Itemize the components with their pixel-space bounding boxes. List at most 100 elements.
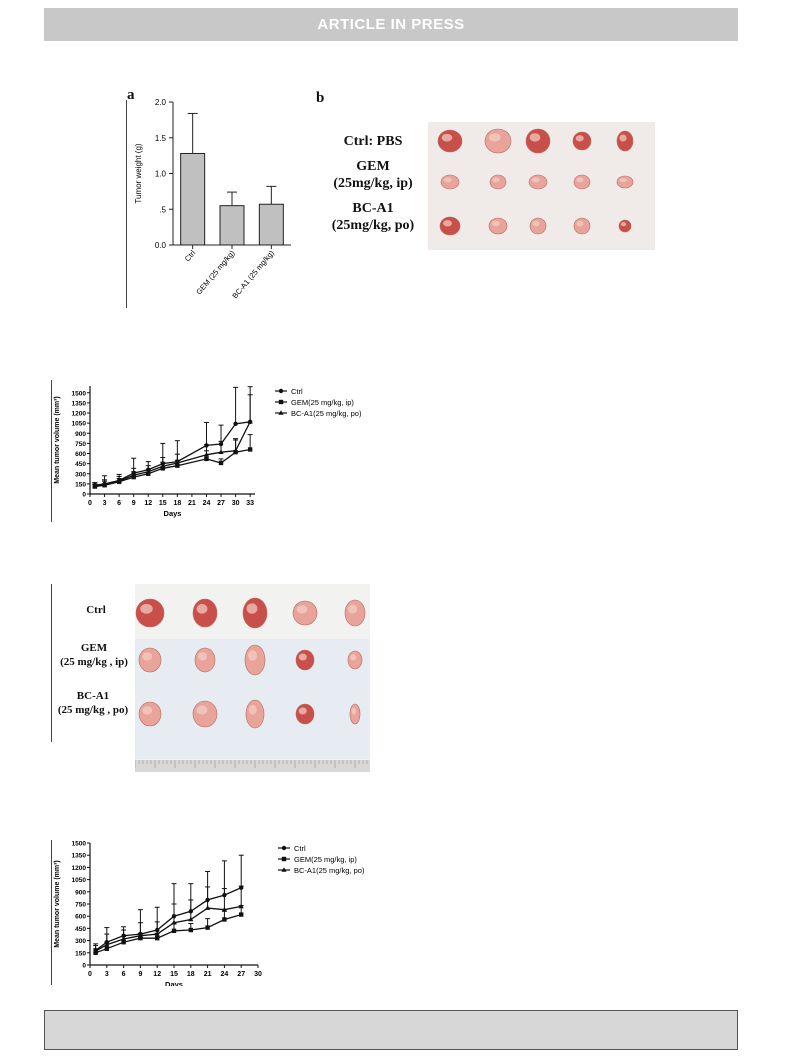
legend-label: Ctrl bbox=[291, 387, 303, 396]
tumor bbox=[135, 598, 165, 628]
panel-b-letter: b bbox=[316, 90, 325, 106]
data-point bbox=[160, 466, 165, 471]
tumor bbox=[194, 647, 216, 673]
legend-marker bbox=[278, 388, 284, 394]
data-point bbox=[138, 935, 143, 941]
label-line: (25mg/kg, ip) bbox=[333, 176, 413, 191]
legend-marker bbox=[278, 410, 284, 415]
tumor-volume-line-chart-2: 0 3 6 9 12 15 18 21 24 27 300150300450600750900105… bbox=[54, 841, 365, 987]
photo-2-divider bbox=[51, 584, 52, 742]
tumor bbox=[292, 600, 318, 626]
tumor bbox=[440, 174, 460, 190]
y-tick-label: 750 bbox=[75, 441, 86, 448]
banner-text: ARTICLE IN PRESS bbox=[317, 16, 465, 33]
y-tick-label: 1200 bbox=[72, 411, 87, 418]
y-tick-label: 0 bbox=[82, 492, 86, 499]
y-axis-label: Mean tumor volume (mm³) bbox=[54, 860, 61, 948]
y-tick-label: 150 bbox=[75, 481, 86, 488]
data-point bbox=[160, 463, 166, 469]
data-point bbox=[101, 481, 108, 487]
x-tick-label: 6 bbox=[117, 500, 121, 507]
tumor bbox=[347, 650, 363, 670]
label-line: (25 mg/kg , po) bbox=[57, 704, 129, 716]
data-point bbox=[131, 472, 137, 477]
x-tick-label: 6 bbox=[122, 971, 126, 978]
y-tick-label: 1050 bbox=[72, 421, 87, 428]
panel-a-divider bbox=[126, 100, 127, 308]
line-chart-1-divider bbox=[51, 380, 52, 522]
y-tick-label: .5 bbox=[159, 205, 166, 214]
y-tick-label: 900 bbox=[75, 889, 86, 896]
photo-2-group-label: GEM (25 mg/kg , ip) bbox=[52, 641, 136, 669]
tumor bbox=[295, 649, 315, 671]
panel-b-group-label: BC-A1 (25mg/kg, po) bbox=[318, 200, 428, 234]
y-tick-label: 2.0 bbox=[155, 98, 167, 107]
legend-marker bbox=[278, 399, 284, 405]
photo-2-group-label: BC-A1 (25 mg/kg , po) bbox=[50, 689, 136, 717]
data-point bbox=[204, 456, 209, 462]
tumor bbox=[616, 175, 634, 189]
x-tick-label: 0 bbox=[88, 500, 92, 507]
label-line: (25 mg/kg , ip) bbox=[60, 656, 128, 668]
data-point bbox=[145, 468, 151, 474]
footer-box bbox=[44, 1010, 738, 1050]
data-point bbox=[104, 946, 109, 951]
tumor bbox=[616, 130, 634, 152]
y-tick-label: 0 bbox=[82, 963, 86, 970]
tumor bbox=[242, 597, 268, 629]
x-tick-label: 21 bbox=[188, 500, 196, 507]
tumor bbox=[349, 703, 361, 725]
tumor bbox=[525, 128, 551, 154]
y-tick-label: 150 bbox=[75, 950, 86, 957]
tumor bbox=[529, 217, 547, 235]
data-point bbox=[205, 925, 210, 930]
y-tick-label: 1500 bbox=[72, 841, 87, 848]
panel-b-group-label: Ctrl: PBS bbox=[318, 133, 428, 150]
x-tick-label: 18 bbox=[173, 500, 181, 507]
data-point bbox=[205, 905, 211, 910]
y-tick-label: 450 bbox=[75, 461, 86, 468]
x-tick-label: Ctrl bbox=[183, 248, 198, 263]
data-point bbox=[247, 447, 253, 452]
data-point bbox=[247, 418, 253, 424]
panel-b-group-label: GEM (25mg/kg, ip) bbox=[318, 158, 428, 192]
x-tick-label: 3 bbox=[103, 500, 107, 507]
legend-marker bbox=[281, 867, 287, 872]
y-axis-label: Mean tumor volume (mm³) bbox=[54, 396, 61, 484]
line-chart-2-divider bbox=[51, 840, 52, 985]
x-tick-label: 18 bbox=[187, 971, 195, 978]
series-line bbox=[95, 887, 242, 951]
data-point bbox=[104, 941, 110, 947]
data-point bbox=[221, 906, 227, 912]
legend-label: BC-A1(25 mg/kg, po) bbox=[294, 866, 365, 875]
tumor bbox=[138, 701, 162, 727]
x-tick-label: 33 bbox=[246, 500, 254, 507]
y-tick-label: 1350 bbox=[72, 853, 87, 860]
tumor bbox=[138, 647, 162, 673]
data-point bbox=[93, 948, 99, 953]
x-tick-label: 30 bbox=[232, 500, 240, 507]
x-tick-label: 12 bbox=[153, 971, 161, 978]
x-tick-label: 9 bbox=[132, 500, 136, 507]
data-point bbox=[175, 463, 180, 468]
x-tick-label: 15 bbox=[159, 500, 167, 507]
data-point bbox=[121, 936, 127, 941]
label-line: Ctrl: PBS bbox=[343, 134, 403, 149]
y-axis-label: Tumor weight (g) bbox=[134, 143, 143, 204]
tumor bbox=[528, 174, 548, 190]
tumor bbox=[489, 174, 507, 190]
data-point bbox=[222, 917, 227, 922]
photo-2-group-label: Ctrl bbox=[56, 603, 136, 617]
legend-label: BC-A1(25 mg/kg, po) bbox=[291, 409, 362, 418]
article-in-press-banner: ARTICLE IN PRESS bbox=[44, 8, 738, 41]
series-line bbox=[94, 421, 251, 486]
data-point bbox=[92, 483, 98, 488]
bar bbox=[258, 203, 284, 246]
data-point bbox=[232, 448, 239, 453]
tumor bbox=[192, 700, 218, 728]
x-tick-label: 0 bbox=[88, 971, 92, 978]
y-tick-label: 900 bbox=[75, 431, 86, 438]
tumor bbox=[344, 599, 366, 627]
x-tick-label: 12 bbox=[144, 500, 152, 507]
